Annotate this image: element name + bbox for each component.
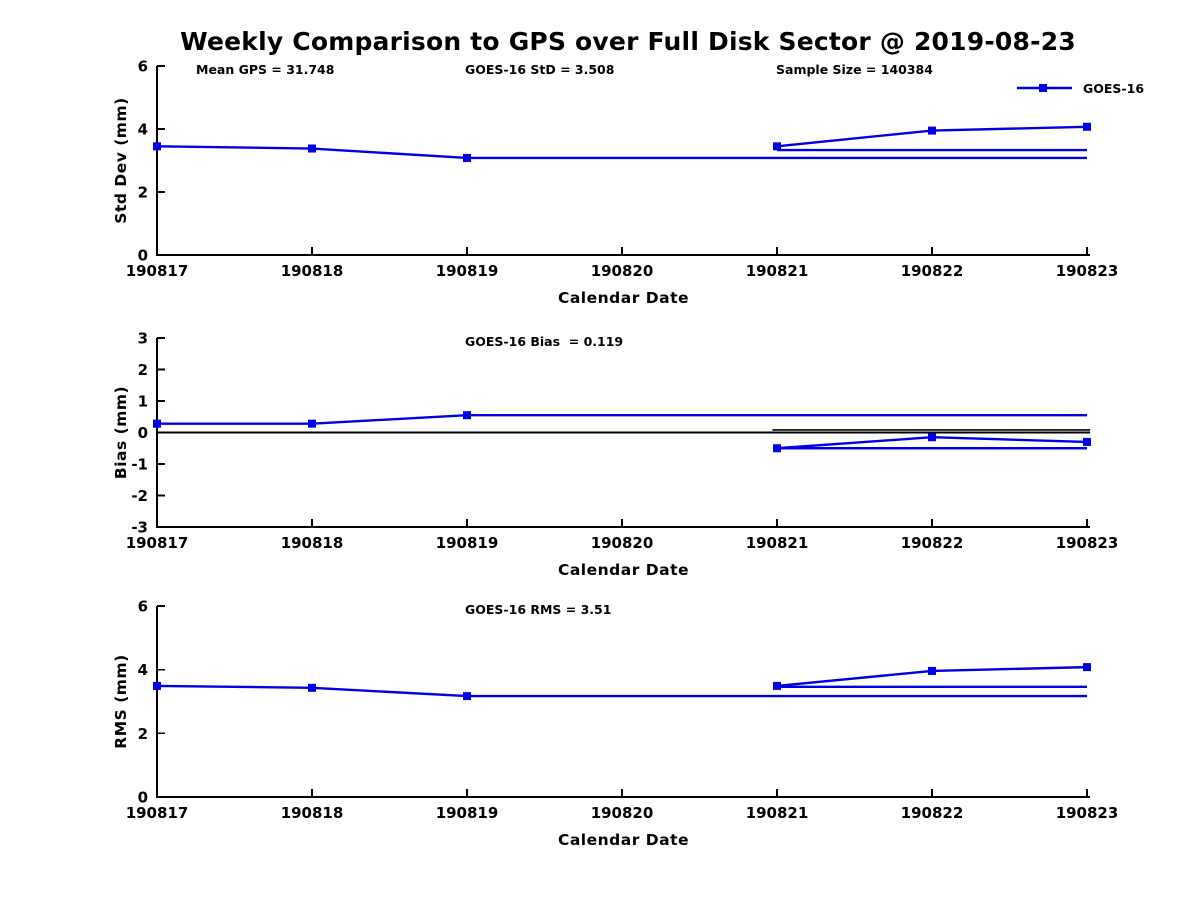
data-point-marker xyxy=(773,142,781,151)
x-axis-label: Calendar Date xyxy=(558,561,689,579)
y-axis-label: Bias (mm) xyxy=(112,386,130,479)
annotation-text: GOES-16 RMS = 3.51 xyxy=(465,602,611,617)
data-point-marker xyxy=(153,419,161,428)
data-point-marker xyxy=(928,433,936,442)
y-tick-label: 0 xyxy=(138,247,148,265)
x-tick-label: 190819 xyxy=(436,804,499,822)
x-tick-label: 190819 xyxy=(436,262,499,280)
y-axis-label: Std Dev (mm) xyxy=(112,97,130,223)
y-axis-label: RMS (mm) xyxy=(112,654,130,748)
x-tick-label: 190822 xyxy=(901,804,964,822)
data-point-marker xyxy=(308,144,316,153)
x-tick-label: 190820 xyxy=(591,534,654,552)
x-tick-label: 190821 xyxy=(746,262,809,280)
y-tick-label: -3 xyxy=(131,519,148,537)
x-tick-label: 190818 xyxy=(281,262,344,280)
data-point-marker xyxy=(1083,663,1091,672)
data-point-marker xyxy=(928,666,936,675)
y-tick-label: 6 xyxy=(138,598,148,616)
y-tick-label: 0 xyxy=(138,424,148,442)
x-tick-label: 190819 xyxy=(436,534,499,552)
y-tick-label: 3 xyxy=(138,330,148,348)
x-axis-label: Calendar Date xyxy=(558,831,689,849)
annotation-text: GOES-16 Bias = 0.119 xyxy=(465,334,623,349)
x-tick-label: 190823 xyxy=(1056,534,1119,552)
x-tick-label: 190822 xyxy=(901,262,964,280)
series-segment-1 xyxy=(156,145,1087,160)
y-tick-label: 2 xyxy=(138,184,148,202)
annotation-text: GOES-16 StD = 3.508 xyxy=(465,62,614,77)
annotation-text: Sample Size = 140384 xyxy=(776,62,933,77)
y-tick-label: 0 xyxy=(138,789,148,807)
x-tick-label: 190820 xyxy=(591,262,654,280)
x-tick-label: 190817 xyxy=(126,262,189,280)
series-segment-1 xyxy=(156,684,1087,698)
y-tick-label: 2 xyxy=(138,725,148,743)
legend: GOES-16 xyxy=(1016,80,1144,96)
x-tick-label: 190821 xyxy=(746,534,809,552)
rms-plot: 0 2 4 6 190817 190818 190819 190820 190821 190822… xyxy=(112,598,1118,850)
y-tick-label: -2 xyxy=(131,487,148,505)
bias-plot: -3 -2 -1 0 1 2 3 190817 190818 190819 190820 190821… xyxy=(112,330,1118,580)
x-axis-label: Calendar Date xyxy=(558,289,689,307)
annotation-text: Mean GPS = 31.748 xyxy=(196,62,334,77)
y-tick-label: 2 xyxy=(138,361,148,379)
y-tick-label: 4 xyxy=(138,661,148,679)
data-point-marker xyxy=(463,692,471,701)
x-tick-label: 190821 xyxy=(746,804,809,822)
y-tick-label: 1 xyxy=(138,393,148,411)
x-tick-label: 190822 xyxy=(901,534,964,552)
data-point-marker xyxy=(153,681,161,690)
y-tick-label: -1 xyxy=(131,456,148,474)
legend-square-marker-icon xyxy=(1039,84,1047,92)
data-point-marker xyxy=(308,419,316,428)
data-point-marker xyxy=(463,411,471,420)
x-tick-label: 190820 xyxy=(591,804,654,822)
figure-title: Weekly Comparison to GPS over Full Disk … xyxy=(180,27,1076,56)
x-tick-label: 190823 xyxy=(1056,804,1119,822)
data-point-marker xyxy=(308,683,316,692)
x-tick-label: 190818 xyxy=(281,534,344,552)
data-point-marker xyxy=(1083,437,1091,446)
data-point-marker xyxy=(153,142,161,151)
series-segment-1 xyxy=(157,413,1087,425)
y-tick-label: 6 xyxy=(138,58,148,76)
y-tick-label: 4 xyxy=(138,121,148,139)
x-tick-label: 190817 xyxy=(126,804,189,822)
legend-line-marker-icon xyxy=(1017,84,1072,92)
data-point-marker xyxy=(928,126,936,135)
std-dev-plot: 0 2 4 6 190817 190818 190819 190820 190821 190822… xyxy=(112,58,1118,308)
x-tick-label: 190818 xyxy=(281,804,344,822)
legend-label: GOES-16 xyxy=(1083,80,1145,96)
data-point-marker xyxy=(463,153,471,162)
x-tick-label: 190817 xyxy=(126,534,189,552)
x-tick-label: 190823 xyxy=(1056,262,1119,280)
data-point-marker xyxy=(1083,122,1091,131)
